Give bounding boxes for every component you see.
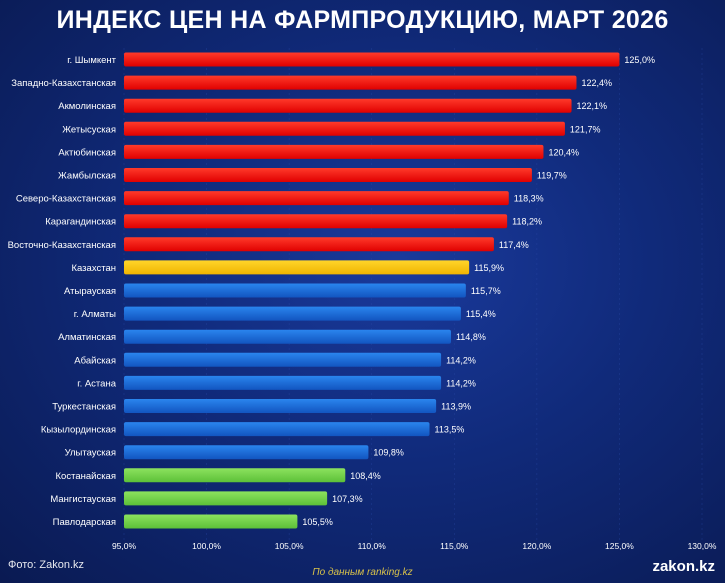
bar <box>124 214 508 229</box>
category-label: Актюбинская <box>58 147 116 158</box>
value-label: 113,5% <box>435 425 465 435</box>
bar <box>124 52 620 67</box>
value-label: 118,2% <box>512 217 542 227</box>
bar <box>124 491 328 506</box>
bar <box>124 352 442 367</box>
x-tick-label: 130,0% <box>688 541 717 551</box>
category-label: Северо-Казахстанская <box>16 194 116 205</box>
category-label: Акмолинская <box>58 101 116 112</box>
bar <box>124 514 298 529</box>
x-tick-label: 115,0% <box>440 541 469 551</box>
category-label: Кызылординская <box>41 425 116 436</box>
bar <box>124 422 430 437</box>
x-tick-label: 125,0% <box>605 541 634 551</box>
bar <box>124 75 577 90</box>
value-label: 113,9% <box>441 402 471 412</box>
category-label: Восточно-Казахстанская <box>8 240 116 251</box>
category-label: Карагандинская <box>45 217 116 228</box>
bar <box>124 283 466 298</box>
value-label: 118,3% <box>514 194 544 204</box>
bar <box>124 191 509 206</box>
value-label: 122,1% <box>577 101 608 111</box>
value-label: 121,7% <box>570 124 601 134</box>
value-label: 117,4% <box>499 240 529 250</box>
bar <box>124 121 565 136</box>
category-label: Жетысуская <box>62 124 116 135</box>
value-label: 115,4% <box>466 309 496 319</box>
value-label: 115,7% <box>471 286 501 296</box>
x-tick-label: 120,0% <box>522 541 551 551</box>
value-label: 114,2% <box>446 378 476 388</box>
bar <box>124 399 437 413</box>
bar <box>124 468 346 483</box>
value-label: 125,0% <box>624 55 655 65</box>
category-label: г. Астана <box>77 378 116 389</box>
brand-logo: zakon.kz <box>652 558 715 575</box>
category-label: г. Шымкент <box>67 55 116 66</box>
bar <box>124 306 461 321</box>
bar <box>124 260 470 275</box>
category-label: Западно-Казахстанская <box>11 78 116 89</box>
category-label: Павлодарская <box>53 517 116 528</box>
category-label: Улытауская <box>65 448 116 459</box>
bar <box>124 98 572 113</box>
value-label: 120,4% <box>548 147 579 157</box>
category-label: Туркестанская <box>52 402 116 413</box>
x-tick-label: 110,0% <box>358 541 387 551</box>
category-label: Алматинская <box>58 332 116 343</box>
value-label: 114,8% <box>456 332 486 342</box>
bar <box>124 237 494 252</box>
chart-title: ИНДЕКС ЦЕН НА ФАРМПРОДУКЦИЮ, МАРТ 2026 <box>56 6 669 34</box>
value-label: 122,4% <box>581 78 612 88</box>
value-label: 119,7% <box>537 171 567 181</box>
value-label: 109,8% <box>373 448 404 458</box>
value-label: 114,2% <box>446 355 476 365</box>
value-label: 105,5% <box>302 517 333 527</box>
category-label: г. Алматы <box>74 309 116 320</box>
bar <box>124 445 369 460</box>
bar <box>124 144 544 159</box>
value-label: 107,3% <box>332 494 363 504</box>
photo-credit: Фото: Zakon.kz <box>8 559 85 571</box>
category-label: Костанайская <box>56 471 116 482</box>
source-note: По данным ranking.kz <box>312 567 413 578</box>
category-label: Атырауская <box>64 286 116 297</box>
bar <box>124 375 442 390</box>
category-label: Жамбылская <box>58 171 116 182</box>
category-label: Казахстан <box>71 263 116 274</box>
category-label: Абайская <box>74 355 116 366</box>
value-label: 115,9% <box>474 263 504 273</box>
x-tick-label: 100,0% <box>192 541 221 551</box>
category-label: Мангистауская <box>50 494 116 505</box>
x-tick-label: 95,0% <box>112 541 137 551</box>
bar <box>124 329 451 344</box>
value-label: 108,4% <box>350 471 381 481</box>
x-tick-label: 105,0% <box>275 541 304 551</box>
bar <box>124 168 532 182</box>
